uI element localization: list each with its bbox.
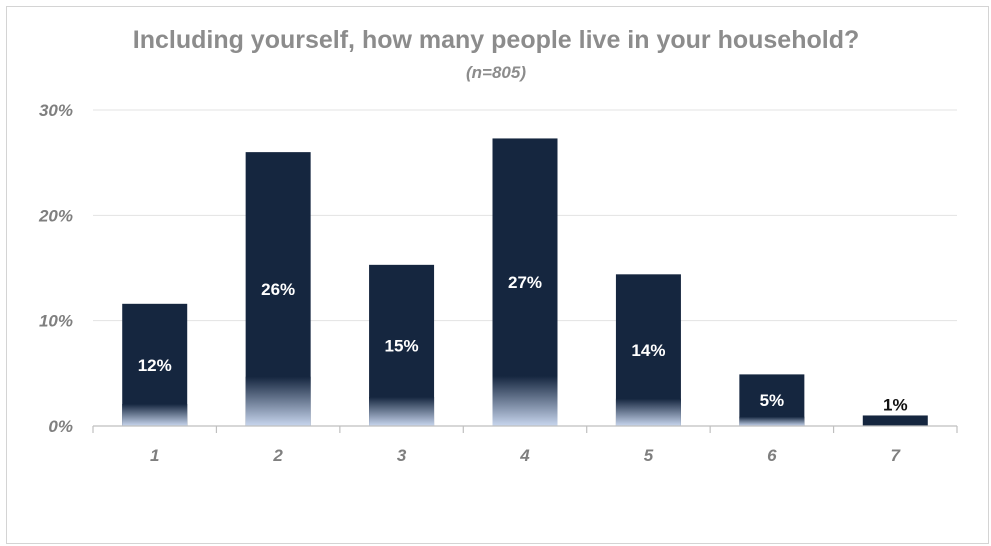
bar-4 — [492, 138, 558, 426]
chart-title: Including yourself, how many people live… — [133, 26, 859, 54]
y-tick-label: 20% — [38, 206, 73, 225]
chart-subtitle: (n=805) — [466, 63, 526, 82]
data-label: 12% — [138, 356, 172, 375]
x-tick-label: 6 — [767, 446, 777, 465]
y-axis-ticks: 0% 10% 20% 30% — [38, 101, 73, 436]
bar-fade — [492, 376, 558, 426]
x-tick-label: 2 — [272, 446, 283, 465]
data-label: 15% — [385, 336, 419, 355]
x-tick-label: 4 — [519, 446, 530, 465]
bar-1 — [122, 303, 188, 426]
x-axis — [92, 425, 958, 433]
bar-fill — [862, 415, 928, 426]
x-tick-label: 3 — [397, 446, 407, 465]
x-tick-label: 5 — [644, 446, 654, 465]
y-tick-label: 10% — [39, 312, 73, 331]
data-label: 14% — [631, 341, 665, 360]
bar-2 — [245, 152, 311, 426]
bar-7 — [862, 415, 928, 426]
bar-fade — [369, 396, 435, 426]
bar-fade — [739, 416, 805, 426]
y-tick-label: 30% — [39, 101, 73, 120]
x-tick-label: 7 — [891, 446, 902, 465]
data-label: 27% — [508, 273, 542, 292]
x-axis-ticks: 1 2 3 4 5 6 7 — [150, 446, 902, 465]
bar-fade — [615, 398, 681, 426]
bars — [122, 138, 928, 426]
x-tick-label: 1 — [150, 446, 159, 465]
y-tick-label: 0% — [48, 417, 73, 436]
bar-3 — [369, 264, 435, 426]
data-label: 26% — [261, 280, 295, 299]
data-label: 5% — [760, 391, 785, 410]
bar-6 — [739, 374, 805, 426]
bar-fade — [122, 404, 188, 426]
data-labels: 12% 26% 15% 27% 14% 5% 1% — [138, 273, 908, 414]
data-label: 1% — [883, 395, 908, 414]
bar-fade — [245, 376, 311, 426]
bar-5 — [615, 274, 681, 426]
